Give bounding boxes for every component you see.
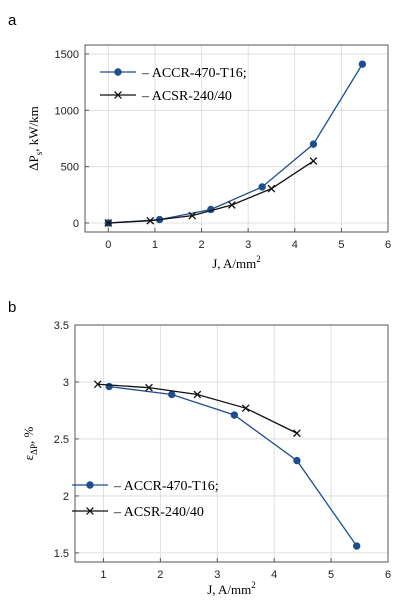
panel-b-x-tick-label: 5 [328, 569, 334, 581]
panel-a-y-axis-label: ΔPs, kW/km [26, 106, 44, 171]
panel-a-x-tick-label: 0 [105, 239, 111, 251]
panel-a-series-2-point [227, 201, 236, 209]
panel-b-series-2-point [193, 390, 202, 399]
panel-b-legend-1-marker [86, 481, 94, 489]
panel-a-series-2-point-stroke [267, 184, 276, 193]
chart-panel-b: 1 2 3 4 5 6 1.5 2 2.5 3 3.5 J, A/mm2 εΔP, % – ACCR-47… [21, 320, 391, 597]
panel-a-x-tick-label: 2 [198, 239, 204, 251]
panel-a-series-1-point [258, 183, 266, 191]
panel-b-legend-2-marker-stroke [86, 507, 94, 515]
panel-b-series-1-point [168, 390, 176, 399]
panel-a-x-axis-label: J, A/mm2 [212, 254, 261, 271]
panel-b-legend-2-marker [86, 507, 94, 515]
panel-b-plot-frame [74, 324, 389, 563]
panel-b-x-axis-label: J, A/mm2 [207, 580, 256, 597]
panel-b-series-1-line [109, 385, 358, 547]
panel-b-x-tick-label: 4 [271, 569, 277, 581]
panel-a-series-1-point [358, 60, 367, 68]
panel-a-series-1-point [309, 140, 318, 148]
panel-b-x-tick-label: 1 [100, 569, 106, 581]
panel-b-series-1-point [293, 456, 301, 465]
panel-a-x-tick-label: 6 [385, 239, 391, 251]
panel-b-series-2-point-stroke [241, 404, 250, 413]
panel-a-series-2-point [309, 157, 318, 165]
panel-b-y-tick-label: 2 [63, 491, 69, 503]
panel-b-series-2-point [93, 380, 102, 389]
panel-b-series-2-point-stroke [293, 429, 301, 438]
panel-b-series-1-point [353, 542, 361, 550]
panel-a-legend-1-label: – ACCR-470-T16; [141, 66, 247, 81]
panel-b-series-2-point [241, 404, 250, 413]
panel-b-y-tick-label: 1.5 [54, 548, 69, 560]
panel-a-y-tick-label: 500 [61, 162, 79, 174]
panel-a-series-2-point-stroke [227, 201, 236, 209]
panel-a-legend-1-marker [114, 68, 122, 76]
panel-a-legend-2-marker-stroke [114, 91, 122, 99]
panel-b-legend-1-label: – ACCR-470-T16; [113, 479, 219, 494]
panel-b-series-2-point-stroke [193, 390, 202, 399]
panel-a-series-2-point [146, 216, 155, 225]
panel-a-plot-frame [84, 44, 389, 233]
panel-a-x-tick-label: 5 [338, 239, 344, 251]
panel-b-y-axis-label: εΔP, % [21, 427, 39, 461]
panel-a-legend-2-marker [114, 91, 122, 99]
panel-b-legend-2-label: – ACSR-240/40 [113, 505, 204, 520]
panel-b-series-2-point-stroke [145, 383, 153, 392]
panel-b-x-tick-label: 3 [214, 569, 220, 581]
panel-b-y-tick-label: 2.5 [54, 434, 69, 446]
panel-a-series-2-point [188, 211, 197, 220]
panel-a-series-2-point-stroke [309, 157, 318, 165]
panel-a-y-tick-label: 1000 [55, 105, 79, 117]
panel-a-letter: a [8, 12, 17, 29]
panel-a-series-1-line [108, 63, 363, 224]
panel-a-series-2-point-stroke [146, 216, 155, 225]
panel-b-x-tick-label: 6 [385, 569, 391, 581]
panel-a-series-2-line [108, 160, 314, 224]
panel-a-x-tick-label: 4 [292, 239, 298, 251]
panel-a-x-tick-label: 3 [245, 239, 251, 251]
panel-b-letter: b [8, 299, 16, 316]
panel-b-y-tick-label: 3.5 [54, 320, 69, 332]
panel-b-series-1-point [230, 411, 239, 419]
chart-panel-a: 0 1 2 3 4 5 6 0 500 1000 1500 J, A/mm2 ΔPs, kW/km – A… [26, 44, 391, 271]
panel-a-legend-2-label: – ACSR-240/40 [141, 89, 232, 104]
panel-b-series-2-point [293, 429, 301, 438]
panel-b-x-tick-label: 2 [157, 569, 163, 581]
panel-a-series-2-point [267, 184, 276, 193]
panel-a-y-tick-label: 0 [73, 218, 79, 230]
panel-b-series-2-line [97, 383, 298, 434]
panel-b-series-2-point-stroke [93, 380, 102, 389]
panel-b-y-tick-label: 3 [63, 377, 69, 389]
panel-a-y-tick-label: 1500 [55, 49, 79, 61]
panel-a-series-2-point-stroke [188, 211, 197, 220]
panel-a-series-2-point [104, 219, 113, 227]
panel-b-series-2-point [145, 383, 153, 392]
panel-a-series-2-point-stroke [104, 219, 113, 227]
panel-a-x-tick-label: 1 [152, 239, 158, 251]
